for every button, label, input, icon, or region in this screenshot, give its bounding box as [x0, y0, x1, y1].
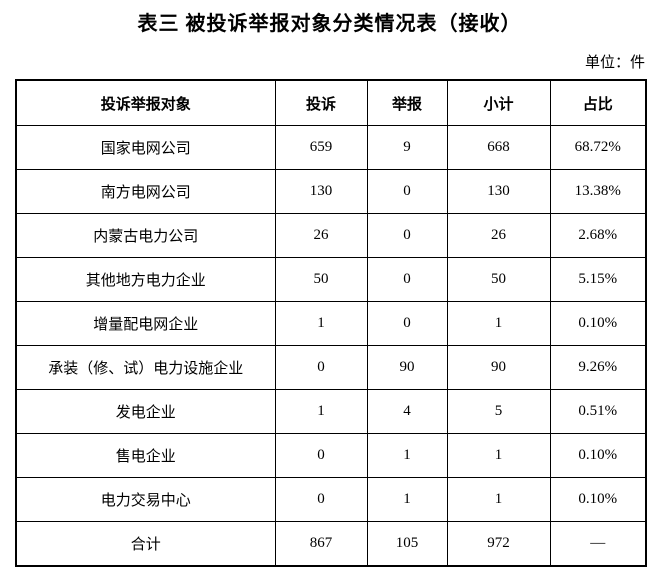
reports-cell: 9: [366, 125, 448, 170]
reports-cell: 0: [366, 257, 448, 302]
table-row: 国家电网公司 659 9 668 68.72%: [15, 125, 647, 170]
complaints-cell: 1: [274, 389, 368, 434]
subtotal-cell: 1: [446, 477, 551, 522]
row-label-cell: 其他地方电力企业: [15, 257, 276, 302]
page-title: 表三 被投诉举报对象分类情况表（接收）: [137, 13, 522, 35]
complaints-cell: 26: [274, 213, 368, 258]
row-label-cell: 增量配电网企业: [15, 301, 276, 346]
share-cell: 13.38%: [549, 169, 647, 214]
subtotal-cell: 90: [446, 345, 551, 390]
table-header: 投诉举报对象 投诉 举报 小计 占比: [15, 79, 647, 126]
header-cell-reports: 举报: [366, 79, 448, 126]
row-label-cell: 售电企业: [15, 433, 276, 478]
share-cell: 9.26%: [549, 345, 647, 390]
share-cell: 0.10%: [549, 433, 647, 478]
reports-cell: 0: [366, 169, 448, 214]
subtotal-cell: 1: [446, 301, 551, 346]
reports-cell: 0: [366, 213, 448, 258]
row-label-cell: 内蒙古电力公司: [15, 213, 276, 258]
row-label-cell: 国家电网公司: [15, 125, 276, 170]
table-row: 内蒙古电力公司 26 0 26 2.68%: [15, 213, 647, 258]
complaints-cell: 659: [274, 125, 368, 170]
subtotal-cell: 50: [446, 257, 551, 302]
header-row: 投诉举报对象 投诉 举报 小计 占比: [15, 79, 647, 126]
row-label-cell: 电力交易中心: [15, 477, 276, 522]
subtotal-cell: 668: [446, 125, 551, 170]
table-row: 南方电网公司 130 0 130 13.38%: [15, 169, 647, 214]
header-cell-subtotal: 小计: [446, 79, 551, 126]
complaints-cell: 0: [274, 433, 368, 478]
table-row: 增量配电网企业 1 0 1 0.10%: [15, 301, 647, 346]
row-label-cell: 南方电网公司: [15, 169, 276, 214]
complaints-cell: 130: [274, 169, 368, 214]
complaint-target-table: 投诉举报对象 投诉 举报 小计 占比 国家电网公司 659 9 668 68.7…: [15, 79, 647, 567]
header-cell-share: 占比: [549, 79, 647, 126]
complaints-cell: 50: [274, 257, 368, 302]
share-cell: 0.10%: [549, 477, 647, 522]
reports-cell: 90: [366, 345, 448, 390]
total-subtotal-cell: 972: [446, 521, 551, 567]
total-row: 合计 867 105 972 —: [15, 521, 647, 567]
total-share-cell: —: [549, 521, 647, 567]
reports-cell: 4: [366, 389, 448, 434]
table-row: 其他地方电力企业 50 0 50 5.15%: [15, 257, 647, 302]
header-cell-target: 投诉举报对象: [15, 79, 276, 126]
complaints-cell: 0: [274, 345, 368, 390]
unit-label: 单位：件: [584, 55, 645, 71]
header-cell-complaints: 投诉: [274, 79, 368, 126]
row-label-cell: 承装（修、试）电力设施企业: [15, 345, 276, 390]
table-row: 承装（修、试）电力设施企业 0 90 90 9.26%: [15, 345, 647, 390]
share-cell: 2.68%: [549, 213, 647, 258]
table-row: 售电企业 0 1 1 0.10%: [15, 433, 647, 478]
total-reports-cell: 105: [366, 521, 448, 567]
total-label-cell: 合计: [15, 521, 276, 567]
subtotal-cell: 130: [446, 169, 551, 214]
share-cell: 5.15%: [549, 257, 647, 302]
complaints-cell: 1: [274, 301, 368, 346]
subtotal-cell: 1: [446, 433, 551, 478]
complaints-cell: 0: [274, 477, 368, 522]
subtotal-cell: 5: [446, 389, 551, 434]
table-row: 发电企业 1 4 5 0.51%: [15, 389, 647, 434]
row-label-cell: 发电企业: [15, 389, 276, 434]
reports-cell: 1: [366, 477, 448, 522]
table-body: 国家电网公司 659 9 668 68.72% 南方电网公司 130 0 130…: [15, 125, 647, 567]
subtotal-cell: 26: [446, 213, 551, 258]
share-cell: 0.10%: [549, 301, 647, 346]
table-row: 电力交易中心 0 1 1 0.10%: [15, 477, 647, 522]
share-cell: 0.51%: [549, 389, 647, 434]
total-complaints-cell: 867: [274, 521, 368, 567]
reports-cell: 1: [366, 433, 448, 478]
reports-cell: 0: [366, 301, 448, 346]
share-cell: 68.72%: [549, 125, 647, 170]
